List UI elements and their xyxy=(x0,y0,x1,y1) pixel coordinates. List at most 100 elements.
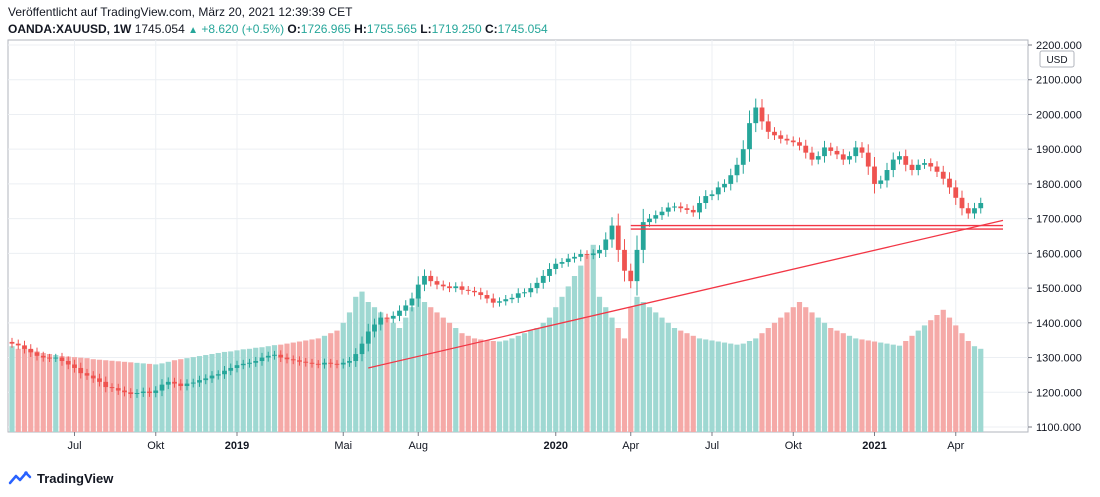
candle-body xyxy=(328,362,334,364)
volume-bar xyxy=(940,309,946,432)
volume-bar xyxy=(678,330,684,432)
volume-bar xyxy=(490,341,496,432)
volume-bar xyxy=(434,312,440,432)
candle-body xyxy=(9,341,15,344)
volume-bar xyxy=(421,302,428,432)
candle-body xyxy=(740,149,746,165)
volume-bar xyxy=(696,338,703,432)
candle-body xyxy=(253,361,259,363)
candle-body xyxy=(940,171,946,179)
candle-body xyxy=(590,253,596,256)
volume-bar xyxy=(853,338,859,432)
candle-body xyxy=(359,343,365,355)
volume-bar xyxy=(509,338,515,432)
volume-bar xyxy=(459,333,465,432)
candle-body xyxy=(609,225,615,240)
volume-bar xyxy=(328,333,334,432)
candle-body xyxy=(890,159,896,171)
candle-body xyxy=(428,275,434,282)
x-tick-label: Okt xyxy=(147,440,164,452)
candle-body xyxy=(109,387,115,389)
candle-body xyxy=(140,391,146,393)
volume-bar xyxy=(478,339,484,432)
time-axis[interactable]: Jul Okt 2019 Mai Aug 2020 Apr Jul Okt 2021 Apr xyxy=(67,432,965,452)
candle-body xyxy=(315,363,321,365)
volume-bar xyxy=(453,328,459,432)
last-price: 1745.054 xyxy=(134,22,185,36)
volume-bar xyxy=(553,307,559,432)
candle-body xyxy=(97,378,102,382)
volume-bar xyxy=(359,291,365,432)
volume-bar xyxy=(540,322,546,432)
candle-body xyxy=(728,175,734,184)
volume-bar xyxy=(896,345,903,432)
volume-bar xyxy=(228,351,234,432)
candle-body xyxy=(515,293,521,298)
candle-body xyxy=(853,147,859,157)
x-tick-label: Aug xyxy=(408,440,428,452)
candle-body xyxy=(615,225,621,250)
y-tick-label: 1700.000 xyxy=(1036,214,1082,226)
candle-body xyxy=(209,375,215,379)
candle-body xyxy=(190,382,196,384)
volume-bar xyxy=(640,302,646,432)
volume-bar xyxy=(115,361,121,432)
candle-body xyxy=(722,183,727,188)
volume-bar xyxy=(446,322,453,432)
volume-bar xyxy=(615,328,621,432)
volume-bar xyxy=(234,350,240,432)
grid-lines xyxy=(8,40,1028,432)
candle-body xyxy=(647,218,652,223)
volume-bar xyxy=(103,360,109,432)
drawn-trendlines[interactable] xyxy=(368,219,1004,369)
candle-body xyxy=(678,206,684,209)
candle-body xyxy=(34,352,40,356)
candle-body xyxy=(247,362,252,364)
volume-bar xyxy=(503,340,509,432)
x-tick-label: Mai xyxy=(334,440,352,452)
volume-bar xyxy=(409,307,415,432)
candle-body xyxy=(72,364,77,368)
price-chart[interactable]: 2200.000 2100.000 2000.000 1900.000 1800.000… xyxy=(0,0,1100,470)
volume-bar xyxy=(865,340,871,432)
volume-bar xyxy=(384,317,390,432)
volume-bar xyxy=(946,317,953,432)
volume-bar xyxy=(365,302,371,432)
candle-body xyxy=(490,298,496,303)
volume-bar xyxy=(809,312,815,432)
candle-body xyxy=(834,150,840,155)
candle-body xyxy=(447,286,452,289)
candle-body xyxy=(390,315,396,319)
candle-body xyxy=(484,295,490,299)
high-label: H: xyxy=(354,22,367,36)
candle-body xyxy=(659,211,665,216)
volume-bar xyxy=(178,359,184,432)
candle-body xyxy=(847,156,852,160)
candle-body xyxy=(234,365,240,368)
volume-bar xyxy=(34,351,40,432)
volume-bar xyxy=(953,325,959,432)
candle-body xyxy=(197,380,202,383)
volume-bar xyxy=(378,312,384,432)
candle-body xyxy=(222,370,227,375)
candle-body xyxy=(753,107,759,124)
candle-body xyxy=(640,222,646,250)
price-axis[interactable]: 2200.000 2100.000 2000.000 1900.000 1800.000… xyxy=(1028,40,1082,434)
volume-bar xyxy=(346,312,353,432)
volume-bar xyxy=(46,354,53,432)
candle-body xyxy=(47,357,52,359)
candle-body xyxy=(884,170,890,181)
volume-bar xyxy=(659,317,665,432)
volume-bar xyxy=(215,352,221,432)
candle-body xyxy=(947,178,952,188)
volume-bar xyxy=(959,333,965,432)
x-tick-label: 2020 xyxy=(544,440,568,452)
volume-bar xyxy=(521,333,528,432)
candle-body xyxy=(90,375,96,379)
candle-body xyxy=(397,310,402,316)
candle-body xyxy=(597,249,602,254)
candle-body xyxy=(765,121,771,132)
volume-bar xyxy=(790,307,796,432)
candle-body xyxy=(453,286,459,289)
candle-body xyxy=(953,187,959,198)
